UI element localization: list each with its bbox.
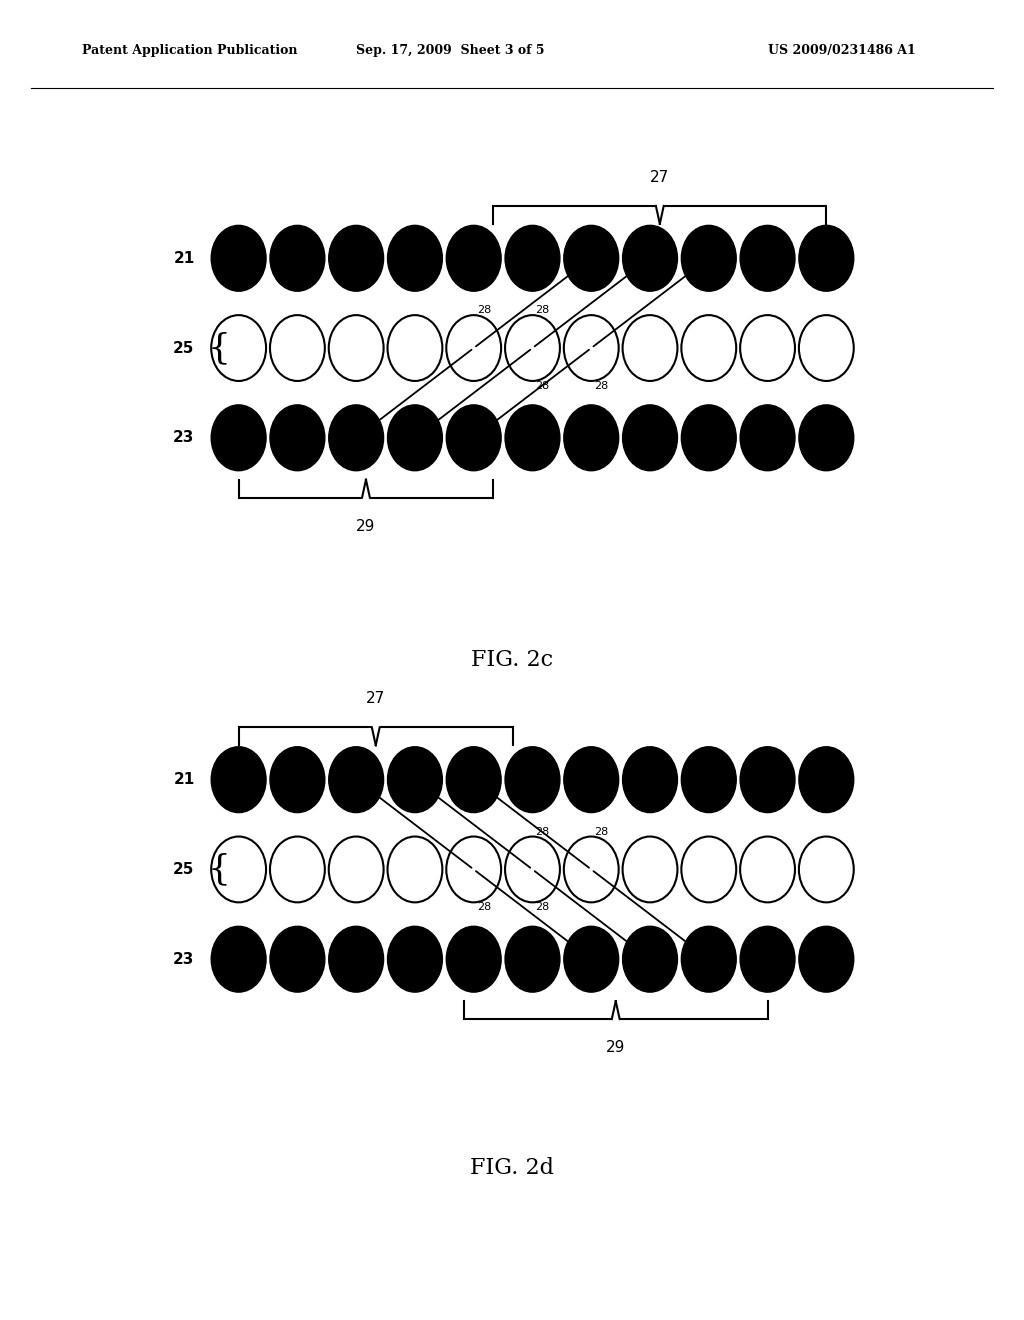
Ellipse shape: [799, 927, 854, 993]
Ellipse shape: [681, 405, 736, 471]
Ellipse shape: [623, 837, 678, 903]
Ellipse shape: [211, 315, 266, 381]
Text: {: {: [208, 763, 230, 797]
Ellipse shape: [623, 315, 678, 381]
Text: 25: 25: [173, 341, 195, 355]
Ellipse shape: [623, 747, 678, 813]
Ellipse shape: [387, 226, 442, 292]
Ellipse shape: [564, 405, 618, 471]
Ellipse shape: [211, 837, 266, 903]
Ellipse shape: [446, 405, 501, 471]
Ellipse shape: [799, 315, 854, 381]
Ellipse shape: [329, 405, 384, 471]
Ellipse shape: [387, 315, 442, 381]
Ellipse shape: [329, 747, 384, 813]
Text: {: {: [208, 942, 230, 977]
Ellipse shape: [270, 747, 325, 813]
Ellipse shape: [505, 747, 560, 813]
Text: US 2009/0231486 A1: US 2009/0231486 A1: [768, 45, 915, 57]
Text: 23: 23: [173, 952, 195, 966]
Ellipse shape: [740, 405, 795, 471]
Text: 28: 28: [476, 903, 490, 912]
Ellipse shape: [505, 226, 560, 292]
Ellipse shape: [270, 226, 325, 292]
Ellipse shape: [564, 927, 618, 993]
Ellipse shape: [681, 837, 736, 903]
Ellipse shape: [799, 747, 854, 813]
Ellipse shape: [564, 747, 618, 813]
Ellipse shape: [505, 837, 560, 903]
Text: 28: 28: [536, 381, 550, 391]
Ellipse shape: [799, 837, 854, 903]
Ellipse shape: [740, 927, 795, 993]
Text: FIG. 2c: FIG. 2c: [471, 649, 553, 671]
Text: 29: 29: [356, 519, 376, 533]
Text: 28: 28: [594, 826, 608, 837]
Text: 21: 21: [173, 251, 195, 265]
Text: 28: 28: [476, 305, 490, 315]
Ellipse shape: [446, 927, 501, 993]
Ellipse shape: [211, 747, 266, 813]
Text: 25: 25: [173, 862, 195, 876]
Ellipse shape: [564, 226, 618, 292]
Ellipse shape: [564, 315, 618, 381]
Ellipse shape: [270, 837, 325, 903]
Ellipse shape: [329, 315, 384, 381]
Text: {: {: [208, 853, 230, 887]
Ellipse shape: [446, 747, 501, 813]
Text: {: {: [208, 242, 230, 276]
Ellipse shape: [623, 405, 678, 471]
Text: 28: 28: [536, 903, 550, 912]
Text: {: {: [208, 331, 230, 366]
Ellipse shape: [446, 837, 501, 903]
Ellipse shape: [387, 747, 442, 813]
Text: 28: 28: [594, 381, 608, 391]
Ellipse shape: [799, 405, 854, 471]
Ellipse shape: [329, 837, 384, 903]
Ellipse shape: [387, 837, 442, 903]
Ellipse shape: [505, 927, 560, 993]
Ellipse shape: [329, 226, 384, 292]
Ellipse shape: [211, 405, 266, 471]
Ellipse shape: [270, 927, 325, 993]
Ellipse shape: [740, 315, 795, 381]
Ellipse shape: [270, 405, 325, 471]
Ellipse shape: [505, 315, 560, 381]
Text: {: {: [208, 421, 230, 455]
Ellipse shape: [799, 226, 854, 292]
Ellipse shape: [387, 927, 442, 993]
Text: Patent Application Publication: Patent Application Publication: [82, 45, 297, 57]
Text: 27: 27: [650, 170, 670, 185]
Ellipse shape: [681, 226, 736, 292]
Ellipse shape: [623, 927, 678, 993]
Ellipse shape: [740, 747, 795, 813]
Ellipse shape: [681, 747, 736, 813]
Text: 29: 29: [606, 1040, 626, 1055]
Text: FIG. 2d: FIG. 2d: [470, 1158, 554, 1179]
Ellipse shape: [387, 405, 442, 471]
Ellipse shape: [270, 315, 325, 381]
Text: 28: 28: [536, 305, 550, 315]
Ellipse shape: [446, 226, 501, 292]
Ellipse shape: [564, 837, 618, 903]
Ellipse shape: [740, 226, 795, 292]
Ellipse shape: [505, 405, 560, 471]
Ellipse shape: [329, 927, 384, 993]
Ellipse shape: [446, 315, 501, 381]
Ellipse shape: [740, 837, 795, 903]
Ellipse shape: [211, 226, 266, 292]
Text: 27: 27: [367, 692, 385, 706]
Text: 28: 28: [536, 826, 550, 837]
Text: 23: 23: [173, 430, 195, 445]
Text: Sep. 17, 2009  Sheet 3 of 5: Sep. 17, 2009 Sheet 3 of 5: [356, 45, 545, 57]
Ellipse shape: [211, 927, 266, 993]
Ellipse shape: [681, 315, 736, 381]
Ellipse shape: [681, 927, 736, 993]
Ellipse shape: [623, 226, 678, 292]
Text: 21: 21: [173, 772, 195, 787]
